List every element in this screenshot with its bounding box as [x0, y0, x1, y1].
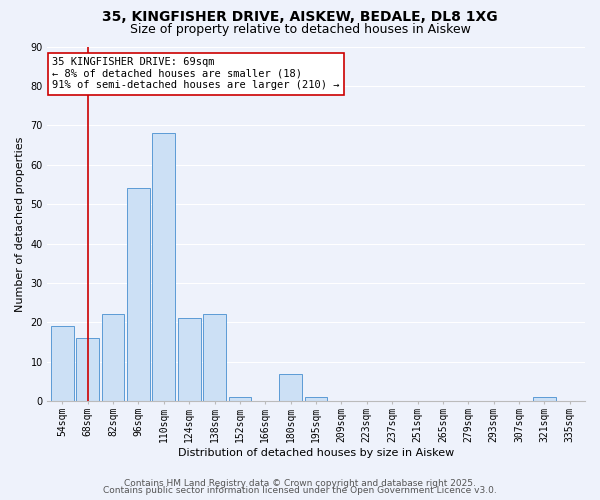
Y-axis label: Number of detached properties: Number of detached properties	[15, 136, 25, 312]
Text: Contains public sector information licensed under the Open Government Licence v3: Contains public sector information licen…	[103, 486, 497, 495]
Bar	[51, 326, 74, 401]
Text: 35 KINGFISHER DRIVE: 69sqm
← 8% of detached houses are smaller (18)
91% of semi-: 35 KINGFISHER DRIVE: 69sqm ← 8% of detac…	[52, 57, 340, 90]
X-axis label: Distribution of detached houses by size in Aiskew: Distribution of detached houses by size …	[178, 448, 454, 458]
Text: 35, KINGFISHER DRIVE, AISKEW, BEDALE, DL8 1XG: 35, KINGFISHER DRIVE, AISKEW, BEDALE, DL…	[102, 10, 498, 24]
Bar	[101, 314, 124, 401]
Bar	[203, 314, 226, 401]
Text: Size of property relative to detached houses in Aiskew: Size of property relative to detached ho…	[130, 22, 470, 36]
Bar	[229, 397, 251, 401]
Bar	[305, 397, 328, 401]
Text: Contains HM Land Registry data © Crown copyright and database right 2025.: Contains HM Land Registry data © Crown c…	[124, 478, 476, 488]
Bar	[533, 397, 556, 401]
Bar	[127, 188, 150, 401]
Bar	[152, 133, 175, 401]
Bar	[76, 338, 99, 401]
Bar	[178, 318, 200, 401]
Bar	[279, 374, 302, 401]
